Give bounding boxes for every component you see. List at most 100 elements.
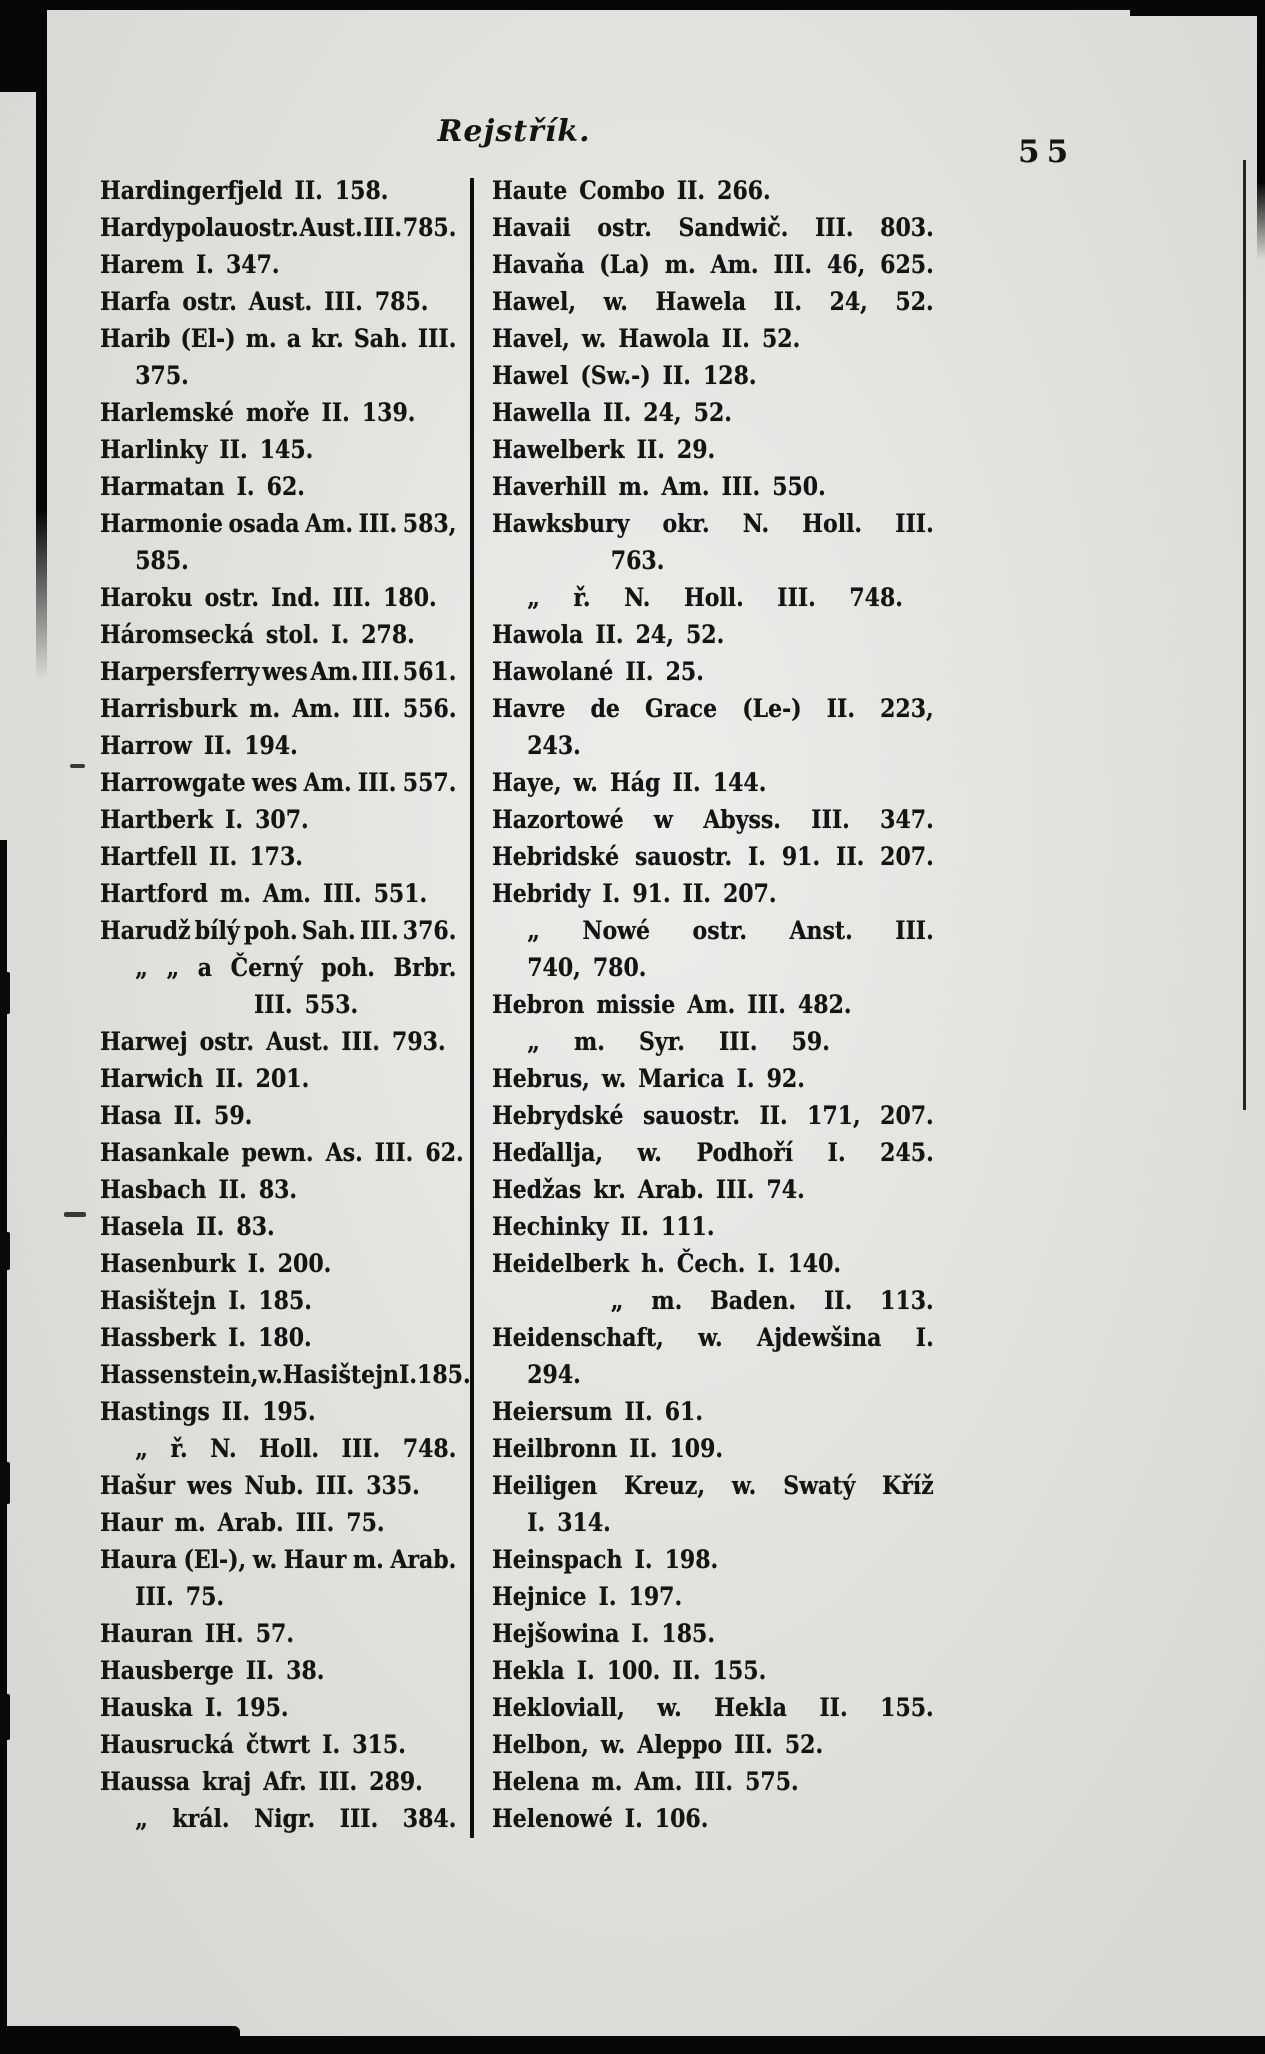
index-entry-line: Hauran IH. 57. (100, 1619, 295, 1648)
index-entry-line: Hausrucká čtwrt I. 315. (100, 1730, 406, 1759)
index-entry-line: Hawolané II. 25. (492, 657, 704, 686)
scan-margin-mark (0, 1694, 10, 1740)
index-entry-line: Harem I. 347. (100, 250, 280, 279)
column-divider-rule (470, 178, 474, 1838)
index-entry-line: Heidelberk h. Čech. I. 140. (492, 1249, 842, 1278)
index-entry-line: Hardingerfjeld II. 158. (100, 176, 389, 205)
index-entry-line: 740, 780. (527, 953, 647, 982)
index-entry-line: Hartfell II. 173. (100, 842, 303, 871)
index-entry-line: Hawola II. 24, 52. (492, 620, 725, 649)
index-entry-line: „ král. Nigr. III. 384. (135, 1804, 457, 1833)
scan-margin-mark (0, 1462, 10, 1504)
scan-border-bottom (0, 2036, 1265, 2054)
scan-margin-dash (64, 1212, 86, 1217)
index-entry-line: I. 314. (527, 1508, 611, 1537)
index-entry-line: Heďallja, w. Podhoří I. 245. (492, 1138, 934, 1167)
scan-border-left-sliver (0, 840, 7, 2054)
index-entry-line: Haura (El-), w. Haur m. Arab. (100, 1545, 457, 1574)
index-entry-line: „ „ a Černý poh. Brbr. (135, 953, 457, 982)
index-entry-line: Harrowgate wes Am. III. 557. (100, 768, 457, 797)
index-entry-line: Heilbronn II. 109. (492, 1434, 724, 1463)
index-entry-line: Hauska I. 195. (100, 1693, 289, 1722)
index-entry-line: „ ř. N. Holl. III. 748. (527, 583, 903, 612)
index-entry-line: Hassberk I. 180. (100, 1323, 312, 1352)
index-entry-line: Hawella II. 24, 52. (492, 398, 732, 427)
index-entry-line: Hartberk I. 307. (100, 805, 309, 834)
index-entry-line: Hekla I. 100. II. 155. (492, 1656, 767, 1685)
index-entry-line: Harmatan I. 62. (100, 472, 305, 501)
index-entry-line: Hasankale pewn. As. III. 62. (100, 1138, 464, 1167)
index-entry-line: Haverhill m. Am. III. 550. (492, 472, 826, 501)
scan-border-right-line (1243, 160, 1246, 1110)
index-entry-line: Haur m. Arab. III. 75. (100, 1508, 385, 1537)
index-entry-line: Heiligen Kreuz, w. Swatý Kříž (492, 1471, 934, 1500)
index-entry-line: Hasela II. 83. (100, 1212, 275, 1241)
scan-margin-mark (0, 1232, 10, 1270)
index-entry-line: Harwich II. 201. (100, 1064, 310, 1093)
index-entry-line: Harlinky II. 145. (100, 435, 314, 464)
scan-border-right-sliver (1257, 0, 1265, 260)
index-entry-line: 585. (135, 546, 189, 575)
index-entry-line: „ m. Syr. III. 59. (527, 1027, 830, 1056)
index-entry-line: Hasa II. 59. (100, 1101, 253, 1130)
index-entry-line: III. 75. (135, 1582, 225, 1611)
scan-margin-mark (0, 972, 10, 1014)
index-entry-line: Hardy polauostr. Aust. III. 785. (100, 213, 457, 242)
scan-border-top-right (1130, 0, 1265, 16)
index-entry-line: Haroku ostr. Ind. III. 180. (100, 583, 437, 612)
index-entry-line: Harfa ostr. Aust. III. 785. (100, 287, 429, 316)
index-entry-line: Hedžas kr. Arab. III. 74. (492, 1175, 805, 1204)
index-entry-line: Hawelberk II. 29. (492, 435, 716, 464)
index-entry-line: Hejnice I. 197. (492, 1582, 683, 1611)
index-entry-line: „ Nowé ostr. Anst. III. (527, 916, 934, 945)
scan-border-top (0, 0, 1265, 10)
index-entry-line: Harrisburk m. Am. III. 556. (100, 694, 457, 723)
index-entry-line: Hebrydské sauostr. II. 171, 207. (492, 1101, 934, 1130)
index-column-right: Haute Combo II. 266. Havaii ostr. Sandwič. I… (492, 172, 934, 1837)
index-entry-line: Heinspach I. 198. (492, 1545, 719, 1574)
index-entry-line: Harib (El-) m. a kr. Sah. III. (100, 324, 457, 353)
index-entry-line: Hartford m. Am. III. 551. (100, 879, 428, 908)
index-entry-line: „ ř. N. Holl. III. 748. (135, 1434, 457, 1463)
index-entry-line: Haute Combo II. 266. (492, 176, 771, 205)
index-entry-line: Havel, w. Hawola II. 52. (492, 324, 801, 353)
scan-margin-dash (70, 764, 85, 768)
index-entry-line: Hawel (Sw.-) II. 128. (492, 361, 757, 390)
index-entry-line: Hastings II. 195. (100, 1397, 316, 1426)
index-entry-line: Helenowé I. 106. (492, 1804, 709, 1833)
index-entry-line: Haye, w. Hág II. 144. (492, 768, 767, 797)
index-entry-line: Hebridy I. 91. II. 207. (492, 879, 777, 908)
index-entry-line: Hasenburk I. 200. (100, 1249, 332, 1278)
index-entry-line: „ m. Baden. II. 113. (610, 1286, 934, 1315)
index-entry-line: Hechinky II. 111. (492, 1212, 715, 1241)
index-entry-line: Hašur wes Nub. III. 335. (100, 1471, 420, 1500)
index-entry-line: Haussa kraj Afr. III. 289. (100, 1767, 423, 1796)
index-entry-line: Hekloviall, w. Hekla II. 155. (492, 1693, 934, 1722)
index-entry-line: III. 553. (254, 990, 359, 1019)
index-entry-line: Harudž bílý poh. Sah. III. 376. (100, 916, 457, 945)
index-entry-line: Havaňa (La) m. Am. III. 46, 625. (492, 250, 934, 279)
index-column-left: Hardingerfjeld II. 158. Hardy polauostr. Au… (100, 172, 471, 1837)
index-entry-line: Hebrus, w. Marica I. 92. (492, 1064, 805, 1093)
index-entry-line: Harmonie osada Am. III. 583, (100, 509, 457, 538)
index-entry-line: Hawel, w. Hawela II. 24, 52. (492, 287, 934, 316)
index-entry-line: Hasbach II. 83. (100, 1175, 298, 1204)
page-title: Rejstřík. (437, 114, 591, 149)
index-entry-line: Heidenschaft, w. Ajdewšina I. (492, 1323, 934, 1352)
index-entry-line: Helbon, w. Aleppo III. 52. (492, 1730, 824, 1759)
index-entry-line: Heiersum II. 61. (492, 1397, 704, 1426)
index-entry-line: 763. (610, 546, 665, 575)
index-entry-line: Havaii ostr. Sandwič. III. 803. (492, 213, 934, 242)
index-entry-line: Hawksbury okr. N. Holl. III. (492, 509, 934, 538)
index-entry-line: Hausberge II. 38. (100, 1656, 325, 1685)
index-entry-line: Hejšowina I. 185. (492, 1619, 716, 1648)
index-entry-line: 243. (527, 731, 581, 760)
index-entry-line: Harpersferry wes Am. III. 561. (100, 657, 457, 686)
index-entry-line: Hazortowé w Abyss. III. 347. (492, 805, 934, 834)
index-entry-line: Harrow II. 194. (100, 731, 298, 760)
index-entry-line: Harlemské moře II. 139. (100, 398, 416, 427)
index-entry-line: Hassenstein, w. Hasištejn I. 185. (100, 1360, 471, 1389)
index-entry-line: Hebron missie Am. III. 482. (492, 990, 852, 1019)
scan-border-bottom-left (0, 2026, 240, 2054)
